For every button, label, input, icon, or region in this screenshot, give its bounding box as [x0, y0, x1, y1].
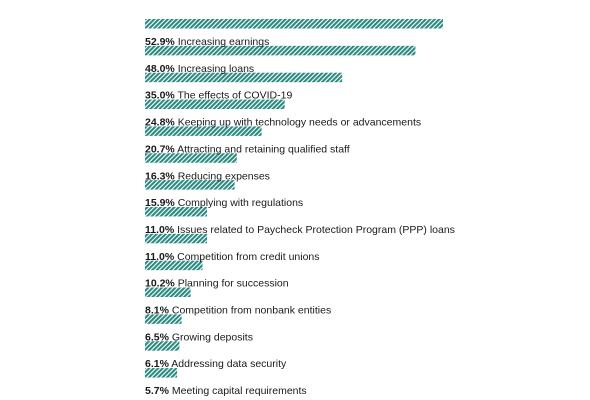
category-label: Planning for succession [175, 278, 289, 290]
labels-group: 52.9% Increasing earnings 48.0% Increasin… [145, 36, 455, 397]
value-label: 5.7% [145, 385, 170, 397]
bar-4 [145, 99, 285, 110]
value-label: 16.3% [145, 170, 175, 182]
bar-label-7: 15.9% Complying with regulations [145, 197, 303, 209]
bars-group [145, 19, 443, 378]
bar-3 [145, 72, 343, 83]
category-label: Increasing loans [175, 63, 254, 75]
bar-2 [145, 45, 416, 56]
bar-13 [145, 341, 180, 351]
category-label: Increasing earnings [175, 36, 270, 48]
value-label: 48.0% [145, 63, 175, 75]
bar-label-2: 48.0% Increasing loans [145, 63, 254, 75]
value-label: 35.0% [145, 90, 175, 102]
bar-label-3: 35.0% The effects of COVID-19 [145, 90, 292, 102]
category-label: Complying with regulations [175, 197, 303, 209]
value-label: 10.2% [145, 278, 175, 290]
bar-1 [145, 19, 443, 29]
bar-label-1: 52.9% Increasing earnings [145, 36, 269, 48]
bar-label-8: 11.0% Issues related to Paycheck Protect… [145, 224, 455, 236]
value-label: 8.1% [145, 305, 170, 317]
bar-8 [145, 206, 207, 217]
value-label: 20.7% [145, 143, 175, 155]
bar-label-11: 8.1% Competition from nonbank entities [145, 305, 331, 317]
category-label: The effects of COVID-19 [175, 90, 293, 102]
category-label: Growing deposits [169, 331, 253, 343]
bar-5 [145, 126, 262, 136]
bar-14 [145, 368, 178, 378]
category-label: Attracting and retaining qualified staff [175, 143, 350, 155]
value-label: 11.0% [145, 251, 175, 263]
bar-label-6: 16.3% Reducing expenses [145, 170, 270, 182]
category-label: Issues related to Paycheck Protection Pr… [174, 224, 455, 236]
category-label: Competition from credit unions [174, 251, 319, 263]
bar-9 [145, 233, 207, 244]
bar-label-9: 11.0% Competition from credit unions [145, 251, 320, 263]
bar-label-13: 6.1% Addressing data security [145, 358, 287, 370]
category-label: Reducing expenses [175, 170, 270, 182]
bar-11 [145, 287, 191, 297]
bar-label-5: 20.7% Attracting and retaining qualified… [145, 143, 350, 155]
category-label: Addressing data security [169, 358, 287, 370]
bar-7 [145, 180, 235, 190]
value-label: 6.5% [145, 331, 170, 343]
value-label: 15.9% [145, 197, 175, 209]
bar-label-4: 24.8% Keeping up with technology needs o… [145, 117, 421, 129]
value-label: 11.0% [145, 224, 175, 236]
bar-label-12: 6.5% Growing deposits [145, 331, 253, 343]
value-label: 6.1% [145, 358, 170, 370]
category-label: Keeping up with technology needs or adva… [175, 117, 421, 129]
bar-label-14: 5.7% Meeting capital requirements [145, 385, 307, 397]
bar-6 [145, 153, 237, 163]
bar-label-10: 10.2% Planning for succession [145, 278, 289, 290]
value-label: 52.9% [145, 36, 175, 48]
category-label: Meeting capital requirements [169, 385, 307, 397]
category-label: Competition from nonbank entities [169, 305, 331, 317]
bar-10 [145, 260, 203, 271]
bar-12 [145, 314, 182, 324]
value-label: 24.8% [145, 117, 175, 129]
